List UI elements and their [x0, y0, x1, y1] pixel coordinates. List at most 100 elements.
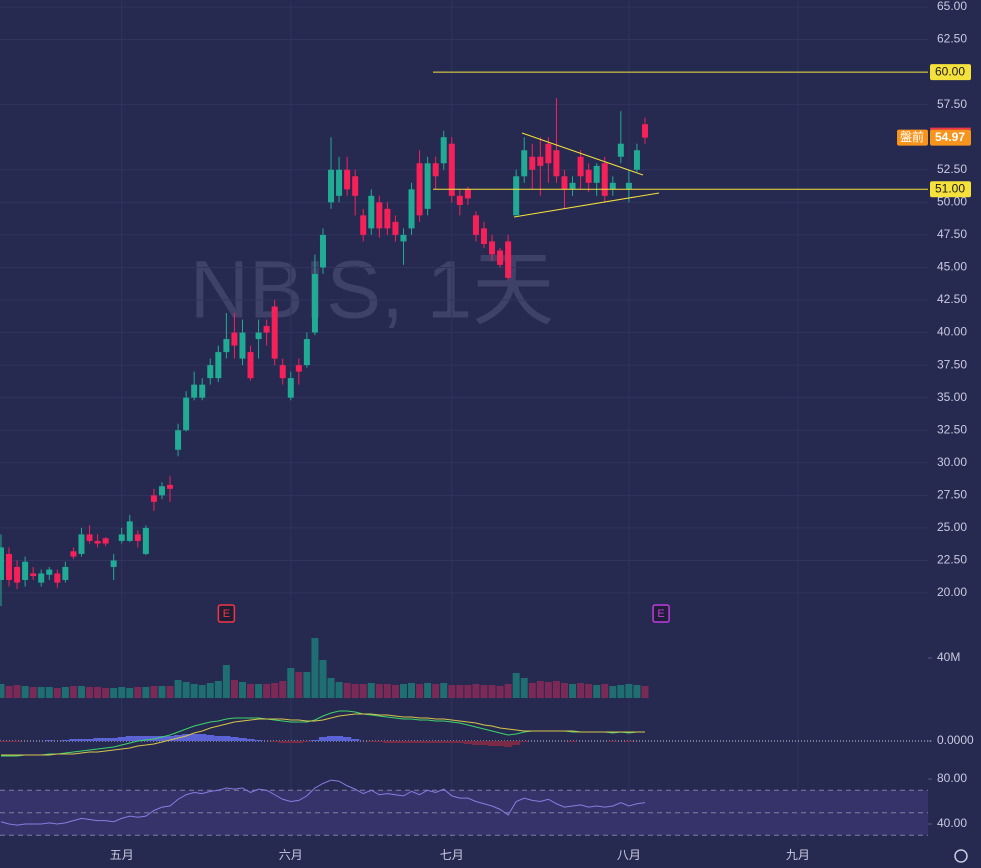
candle-body	[158, 486, 165, 496]
y-tick-label: 42.50	[937, 292, 967, 306]
candle-body	[110, 560, 117, 567]
y-tick-label: 45.00	[937, 260, 967, 274]
volume-bar	[174, 680, 182, 698]
histogram-bar	[101, 738, 110, 741]
histogram-bar	[270, 741, 279, 742]
volume-bar	[230, 680, 238, 698]
volume-bar	[61, 687, 69, 698]
candle-body	[215, 352, 222, 379]
candle-body	[231, 332, 238, 346]
volume-bar	[488, 685, 496, 698]
volume-bar	[496, 686, 504, 698]
volume-bar	[5, 686, 13, 698]
candle-body	[279, 365, 286, 379]
volume-bar	[142, 687, 150, 698]
candle-body	[545, 143, 552, 164]
event-label: E	[657, 608, 664, 620]
volume-bar	[617, 685, 625, 698]
volume-bar	[625, 684, 633, 698]
histogram-bar	[85, 739, 94, 741]
histogram-bar	[254, 740, 263, 741]
volume-bar	[126, 688, 134, 698]
volume-bar	[609, 686, 617, 698]
candle-body	[625, 182, 632, 190]
candle-body	[464, 189, 471, 199]
candle-body	[247, 352, 254, 379]
candle-body	[440, 137, 447, 164]
volume-bar	[37, 687, 45, 698]
candle-body	[183, 397, 190, 431]
candle-body	[344, 169, 351, 190]
candle-body	[489, 241, 496, 255]
candle-body	[641, 124, 648, 138]
histogram-bar	[302, 741, 311, 742]
y-tick-label: 27.50	[937, 488, 967, 502]
x-tick-label: 六月	[279, 848, 303, 862]
y-tick-label: 47.50	[937, 227, 967, 241]
y-tick-label: 57.50	[937, 97, 967, 111]
histogram-bar	[608, 741, 617, 742]
volume-bar	[158, 686, 166, 698]
candle-body	[22, 561, 29, 580]
volume-bar	[77, 686, 85, 698]
volume-bar	[255, 684, 263, 698]
y-tick-label: 37.50	[937, 357, 967, 371]
x-tick-label: 八月	[617, 848, 641, 862]
candle-body	[577, 156, 584, 177]
volume-bar	[440, 683, 448, 698]
candle-body	[513, 176, 520, 216]
volume-bar	[271, 683, 279, 698]
histogram-bar	[61, 740, 70, 741]
volume-bar	[367, 683, 375, 698]
volume-bar	[424, 683, 432, 698]
event-marker	[652, 604, 670, 623]
histogram-bar	[407, 741, 416, 743]
volume-bar	[593, 685, 601, 698]
candle-body	[368, 195, 375, 229]
histogram-bar	[222, 736, 231, 741]
histogram-bar	[214, 736, 223, 741]
volume-bar	[263, 684, 271, 698]
volume-bar	[335, 682, 343, 698]
volume-bar	[577, 683, 585, 698]
histogram-bar	[230, 737, 239, 741]
histogram-bar	[487, 741, 497, 746]
candle-body	[384, 208, 391, 229]
candle-body	[311, 273, 318, 333]
settings-icon[interactable]	[954, 849, 968, 863]
histogram-bar	[182, 734, 191, 741]
histogram-bar	[278, 741, 287, 743]
volume-bar	[480, 685, 488, 698]
histogram-bar	[246, 739, 255, 741]
volume-bar	[448, 685, 456, 698]
candle-body	[424, 163, 431, 209]
histogram-bar	[343, 737, 352, 741]
volume-bar	[166, 686, 174, 698]
candle-body	[472, 215, 479, 235]
y-tick-label: 30.00	[937, 455, 967, 469]
y-tick-label: 50.00	[937, 195, 967, 209]
trend-line	[521, 132, 644, 176]
y-tick-label: 52.50	[937, 162, 967, 176]
candle-body	[78, 534, 85, 554]
volume-bar	[303, 672, 311, 698]
candle-body	[6, 553, 13, 580]
volume-bar	[0, 684, 5, 698]
y-tick-label: 62.50	[937, 32, 967, 46]
volume-bar	[408, 683, 416, 698]
trend-line	[513, 192, 660, 218]
x-tick-label: 五月	[110, 848, 134, 862]
histogram-bar	[471, 741, 481, 745]
volume-bar	[279, 681, 287, 698]
volume-bar	[520, 678, 528, 698]
histogram-bar	[4, 741, 14, 742]
volume-bar	[512, 673, 520, 698]
volume-bar	[150, 686, 158, 698]
x-tick-label: 九月	[786, 848, 810, 862]
histogram-bar	[286, 741, 295, 743]
candle-body	[150, 495, 157, 502]
volume-bar	[86, 687, 94, 698]
y-tick-label: 22.50	[937, 553, 967, 567]
candle-body	[118, 534, 125, 541]
